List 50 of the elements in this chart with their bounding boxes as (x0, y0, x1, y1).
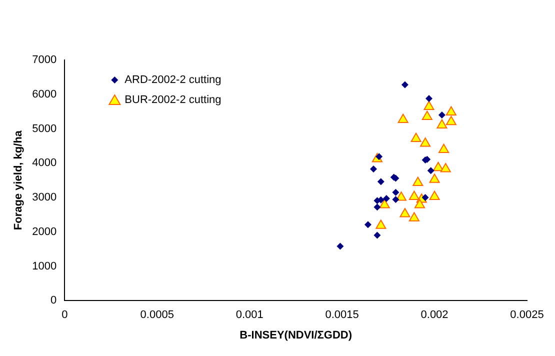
point (336, 242, 344, 250)
point (392, 188, 400, 196)
point (438, 111, 446, 118)
point (446, 116, 456, 126)
point (374, 232, 381, 239)
point (427, 167, 434, 174)
x-axis-title: B-INSEY(NDVI/ΣGDD) (240, 329, 352, 342)
x-tick-label: 0.0025 (510, 309, 544, 322)
y-tick-label: 7000 (32, 54, 57, 66)
y-tick-label: 2000 (32, 226, 57, 238)
y-tick-label: 5000 (32, 122, 57, 135)
point (422, 110, 432, 120)
legend-label: BUR-2002-2 cutting (124, 94, 222, 106)
point (376, 220, 386, 229)
point (377, 178, 384, 186)
point (392, 196, 400, 204)
point (374, 204, 381, 211)
point (379, 199, 390, 208)
point (414, 199, 426, 208)
point (438, 144, 450, 153)
point (400, 208, 410, 218)
point (429, 190, 440, 200)
x-tick-label: 0.0005 (140, 309, 174, 322)
y-axis-title: Forage yield, kg/ha (12, 130, 25, 230)
point (424, 100, 434, 110)
point (408, 212, 420, 222)
point (408, 190, 420, 200)
y-tick-label: 4000 (32, 157, 57, 170)
point (364, 221, 372, 228)
point (446, 106, 456, 116)
y-tick-label: 0 (50, 294, 57, 307)
point (429, 174, 440, 183)
x-tick-label: 0.002 (420, 309, 448, 322)
point (382, 195, 390, 202)
point (370, 165, 378, 172)
point (436, 119, 448, 129)
point (440, 162, 451, 172)
point (401, 81, 408, 88)
y-tick-label: 1000 (32, 260, 57, 272)
y-tick-label: 3000 (32, 192, 57, 204)
point (410, 132, 422, 142)
y-tick-label: 6000 (32, 88, 57, 100)
x-tick-label: 0.001 (236, 309, 264, 322)
point (420, 138, 431, 147)
x-tick-label: 0.0015 (325, 309, 359, 322)
legend-label: ARD-2002-2 cutting (124, 74, 222, 86)
point (398, 114, 408, 124)
x-tick-label: 0 (62, 309, 68, 322)
point (412, 176, 424, 186)
point (425, 94, 432, 102)
